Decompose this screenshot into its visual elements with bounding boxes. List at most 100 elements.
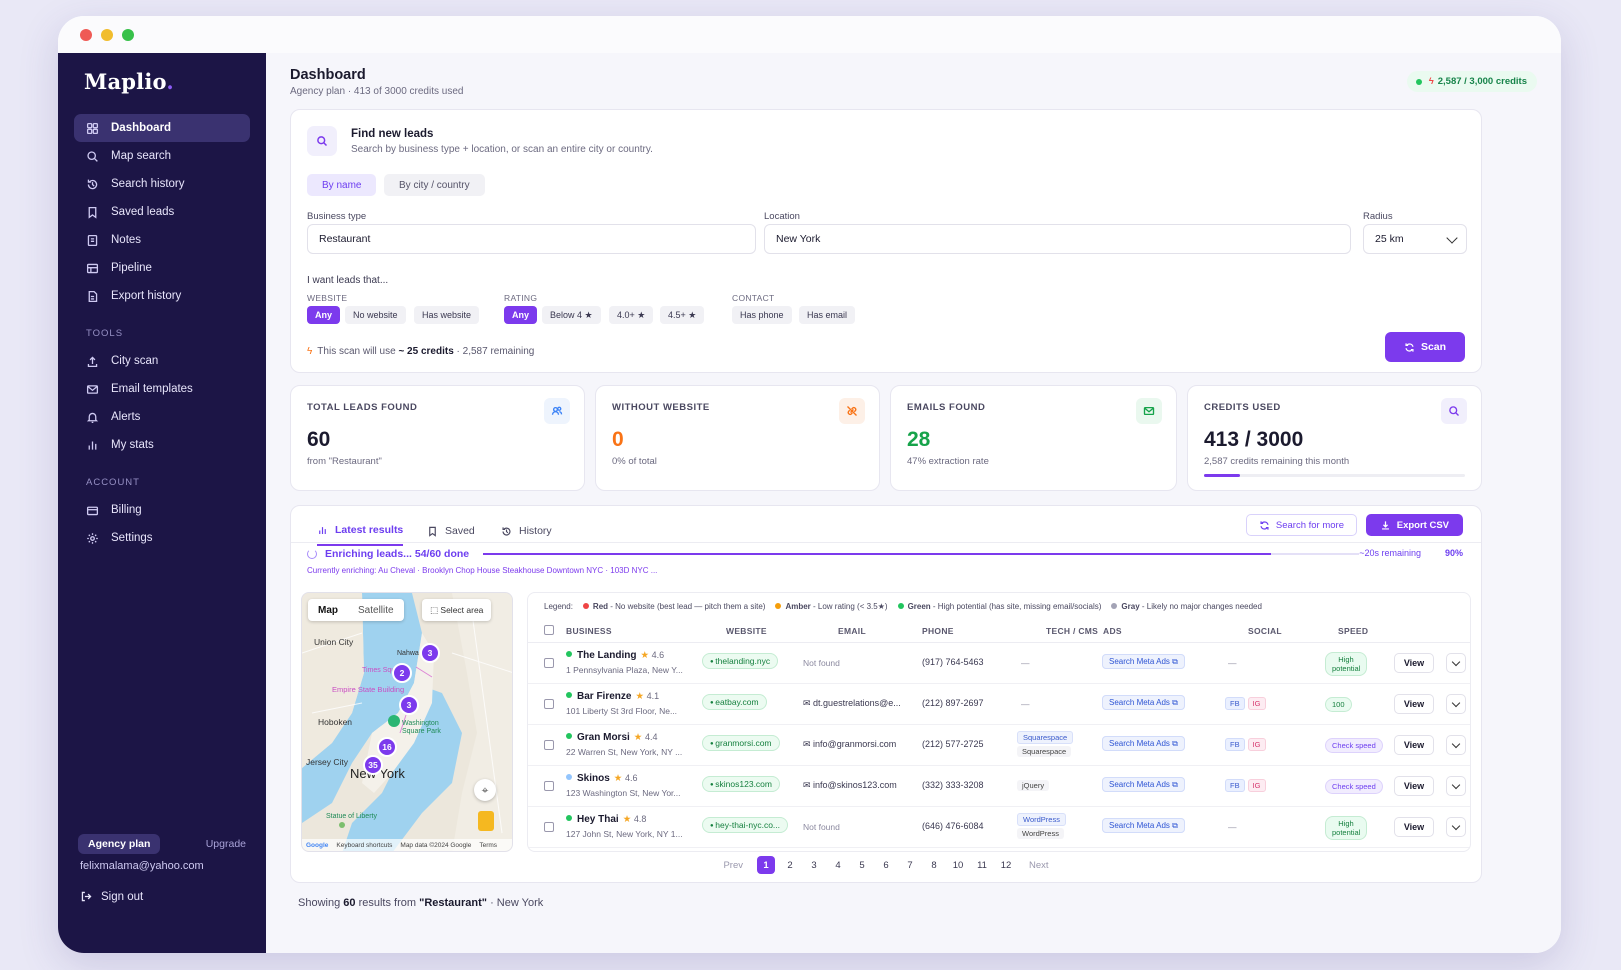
tab-by-city-country[interactable]: By city / country [384,174,485,196]
phone-number[interactable]: (646) 476-6084 [922,821,984,831]
sidebar-item-billing[interactable]: Billing [74,496,250,524]
business-name[interactable]: Hey Thai [577,814,619,825]
view-button[interactable]: View [1394,817,1434,837]
table-row[interactable]: The Landing ★ 4.6 1 Pennsylvania Plaza, Ne… [528,643,1470,684]
minimize-window-button[interactable] [101,28,113,41]
speed-badge[interactable]: Check speed [1325,779,1383,794]
row-checkbox[interactable] [544,658,554,668]
contact-filter-has-phone[interactable]: Has phone [732,306,792,324]
select-area-button[interactable]: ⬚ Select area [422,599,492,621]
fb-social-link[interactable]: FB [1225,779,1245,792]
map-mode-map[interactable]: Map [318,604,338,616]
pagination-page[interactable]: 8 [931,859,937,871]
pagination-page[interactable]: 5 [859,859,865,871]
sidebar-item-city-scan[interactable]: City scan [74,347,250,375]
sidebar-item-alerts[interactable]: Alerts [74,403,250,431]
website-link[interactable]: hey-thai-nyc.co... [702,817,789,833]
search-meta-ads-link[interactable]: Search Meta Ads ⧉ [1102,818,1185,833]
search-for-more-button[interactable]: Search for more [1245,514,1357,536]
ig-social-link[interactable]: IG [1247,779,1266,792]
business-name[interactable]: Skinos [577,773,610,784]
scan-button[interactable]: Scan [1385,332,1465,362]
pagination-page[interactable]: 11 [977,859,987,871]
email-value[interactable]: info@granmorsi.com [813,739,897,749]
map-cluster[interactable]: 2 [392,663,412,683]
pagination-page[interactable]: 2 [787,859,793,871]
email-value[interactable]: info@skinos123.com [813,780,897,790]
expand-row-button[interactable] [1446,776,1466,796]
locate-icon[interactable]: ⌖ [474,779,496,801]
website-link[interactable]: skinos123.com [702,776,780,792]
fb-social-link[interactable]: FB [1225,738,1245,751]
business-name[interactable]: Bar Firenze [577,691,632,702]
street-view-icon[interactable] [478,811,494,831]
sidebar-item-search-history[interactable]: Search history [74,170,250,198]
search-meta-ads-link[interactable]: Search Meta Ads ⧉ [1102,777,1185,792]
sidebar-item-email-templates[interactable]: Email templates [74,375,250,403]
phone-number[interactable]: (212) 577-2725 [922,739,984,749]
ig-social-link[interactable]: IG [1247,738,1266,751]
website-filter-any[interactable]: Any [307,306,341,324]
pagination-prev[interactable]: Prev [723,859,743,871]
radius-select[interactable]: 25 km [1363,224,1467,254]
rating-filter-below-4[interactable]: Below 4 ★ [542,306,601,324]
email-value[interactable]: dt.guestrelations@e... [813,698,901,708]
expand-row-button[interactable] [1446,653,1466,673]
close-window-button[interactable] [80,28,92,41]
row-checkbox[interactable] [544,699,554,709]
ig-social-link[interactable]: IG [1247,697,1266,710]
view-button[interactable]: View [1394,776,1434,796]
map-cluster[interactable]: 35 [363,755,383,775]
tab-latest-results[interactable]: Latest results [317,516,404,546]
table-row[interactable]: Hey Thai ★ 4.8 127 John St, New York, NY 1… [528,807,1470,848]
business-name[interactable]: The Landing [577,650,637,661]
pagination-page[interactable]: 4 [835,859,841,871]
website-link[interactable]: thelanding.nyc [702,653,779,669]
fb-social-link[interactable]: FB [1225,697,1245,710]
pagination-page[interactable]: 7 [907,859,913,871]
table-row[interactable]: Gran Morsi ★ 4.4 22 Warren St, New York, N… [528,725,1470,766]
tab-saved[interactable]: Saved [427,516,475,546]
export-csv-button[interactable]: Export CSV [1365,514,1463,536]
map-cluster[interactable]: 3 [420,643,440,663]
view-button[interactable]: View [1394,694,1434,714]
search-meta-ads-link[interactable]: Search Meta Ads ⧉ [1102,695,1185,710]
rating-filter-4-5[interactable]: 4.5+ ★ [660,306,705,324]
map-cluster[interactable]: 3 [399,695,419,715]
sidebar-item-my-stats[interactable]: My stats [74,431,250,459]
sidebar-item-export-history[interactable]: Export history [74,282,250,310]
phone-number[interactable]: (917) 764-5463 [922,657,984,667]
expand-row-button[interactable] [1446,694,1466,714]
sidebar-item-settings[interactable]: Settings [74,524,250,552]
rating-filter-any[interactable]: Any [504,306,538,324]
pagination-page[interactable]: 1 [757,856,775,874]
sign-out-button[interactable]: Sign out [80,890,246,903]
pagination-page[interactable]: 10 [952,859,964,871]
upgrade-link[interactable]: Upgrade [205,838,246,850]
sidebar-item-saved-leads[interactable]: Saved leads [74,198,250,226]
table-row[interactable]: Bar Firenze ★ 4.1 101 Liberty St 3rd Floor… [528,684,1470,725]
row-checkbox[interactable] [544,822,554,832]
business-type-input[interactable]: Restaurant [307,224,756,254]
row-checkbox[interactable] [544,781,554,791]
row-checkbox[interactable] [544,740,554,750]
website-filter-no-website[interactable]: No website [345,306,406,324]
table-row[interactable]: Skinos ★ 4.6 123 Washington St, New Yor...… [528,766,1470,807]
select-all-checkbox[interactable] [544,625,554,635]
contact-filter-has-email[interactable]: Has email [799,306,856,324]
map-mode-satellite[interactable]: Satellite [358,604,394,616]
view-button[interactable]: View [1394,653,1434,673]
sidebar-item-map-search[interactable]: Map search [74,142,250,170]
phone-number[interactable]: (212) 897-2697 [922,698,984,708]
sidebar-item-dashboard[interactable]: Dashboard [74,114,250,142]
results-map[interactable]: Map Satellite ⬚ Select area Union City N… [301,592,513,852]
location-input[interactable]: New York [764,224,1351,254]
view-button[interactable]: View [1394,735,1434,755]
rating-filter-4-0[interactable]: 4.0+ ★ [609,306,654,324]
expand-row-button[interactable] [1446,735,1466,755]
business-name[interactable]: Gran Morsi [577,732,630,743]
sidebar-item-notes[interactable]: Notes [74,226,250,254]
pagination-page[interactable]: 6 [883,859,889,871]
search-meta-ads-link[interactable]: Search Meta Ads ⧉ [1102,654,1185,669]
website-link[interactable]: eatbay.com [702,694,767,710]
